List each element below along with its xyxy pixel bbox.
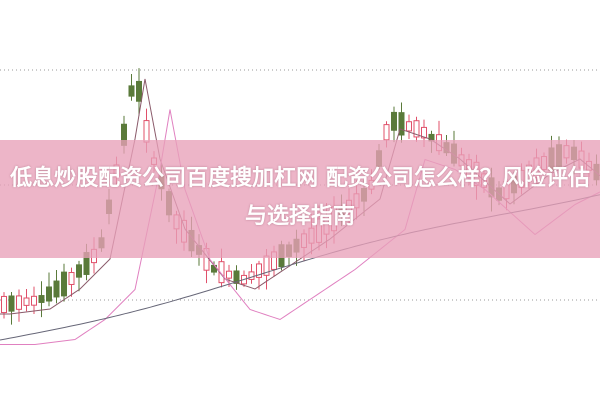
candle-body [23, 297, 30, 306]
article-title: 低息炒股配资公司百度搜加杠网 配资公司怎么样？风险评估与选择指南 [10, 166, 590, 229]
candle-body [1, 295, 7, 314]
candle-body [143, 120, 150, 143]
candle-body [136, 80, 142, 102]
candle-body [31, 295, 37, 306]
candle-body [61, 271, 67, 297]
candle-body [38, 295, 45, 303]
candle-body [8, 295, 15, 312]
candle-body [391, 111, 397, 131]
candle-body [226, 270, 232, 279]
candle-body [413, 120, 420, 138]
candle-body [256, 263, 262, 278]
candle-body [46, 286, 52, 302]
candle-body [128, 85, 135, 97]
candle-body [398, 112, 405, 136]
candle-body [233, 270, 240, 284]
candle-body [53, 280, 60, 298]
candle-body [406, 121, 412, 132]
candle-body [421, 126, 427, 139]
title-banner [0, 140, 600, 258]
candle-body [76, 264, 82, 278]
candle-body [248, 271, 255, 280]
candle-body [16, 295, 22, 310]
candle-body [68, 272, 75, 285]
candle-body [383, 124, 390, 141]
